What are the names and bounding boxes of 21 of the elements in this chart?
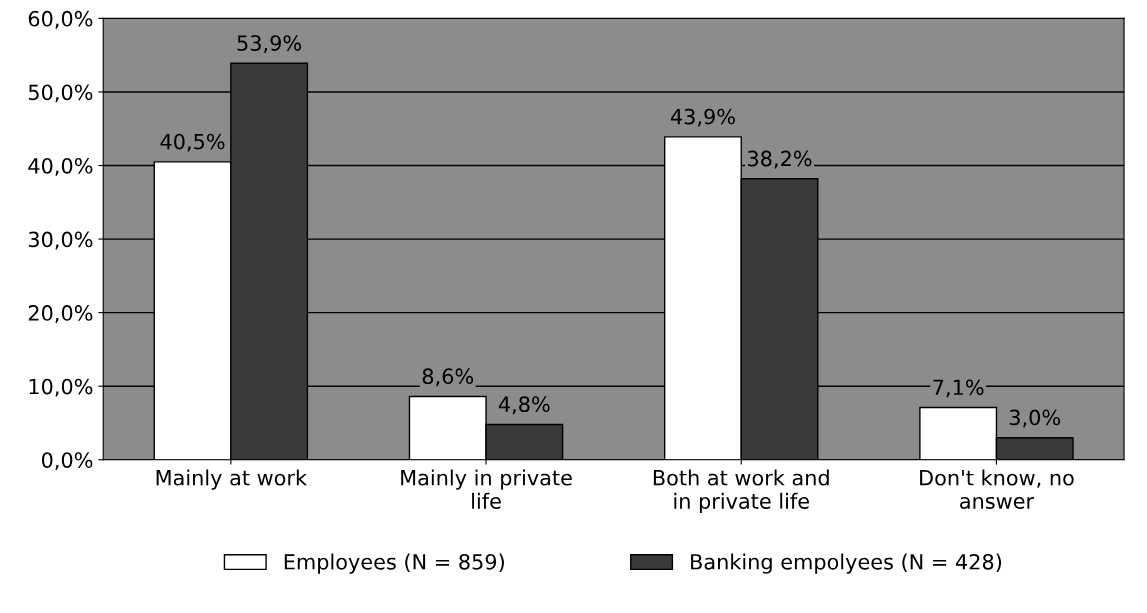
x-tick-label: Both at work and in private life bbox=[653, 469, 829, 513]
y-tick-label: 0,0% bbox=[41, 452, 93, 471]
x-tick-label: Don't know, no answer bbox=[920, 469, 1074, 509]
data-label: 43,9% bbox=[670, 108, 735, 127]
data-label: 8,6% bbox=[422, 368, 474, 387]
y-tick-label: 40,0% bbox=[28, 157, 93, 176]
y-tick-label: 10,0% bbox=[29, 378, 93, 397]
data-label: 53,9% bbox=[237, 35, 302, 54]
legend-label: Banking empolyees (N = 428) bbox=[691, 553, 1002, 574]
legend-label: Employees (N = 859) bbox=[284, 553, 504, 574]
data-label: 38,2% bbox=[748, 150, 812, 169]
y-tick-label: 20,0% bbox=[28, 305, 93, 323]
y-tick-label: 50,0% bbox=[28, 84, 93, 103]
data-label: 7,1% bbox=[933, 379, 984, 398]
x-tick-label: Mainly in private life bbox=[401, 469, 572, 509]
y-tick-label: 60,0% bbox=[28, 10, 93, 29]
data-label: 40,5% bbox=[160, 133, 225, 152]
data-label: 3,0% bbox=[1009, 409, 1061, 428]
y-tick-label: 30,0% bbox=[28, 231, 93, 250]
data-label: 4,8% bbox=[498, 396, 550, 415]
x-tick-label: Mainly at work bbox=[156, 469, 307, 490]
